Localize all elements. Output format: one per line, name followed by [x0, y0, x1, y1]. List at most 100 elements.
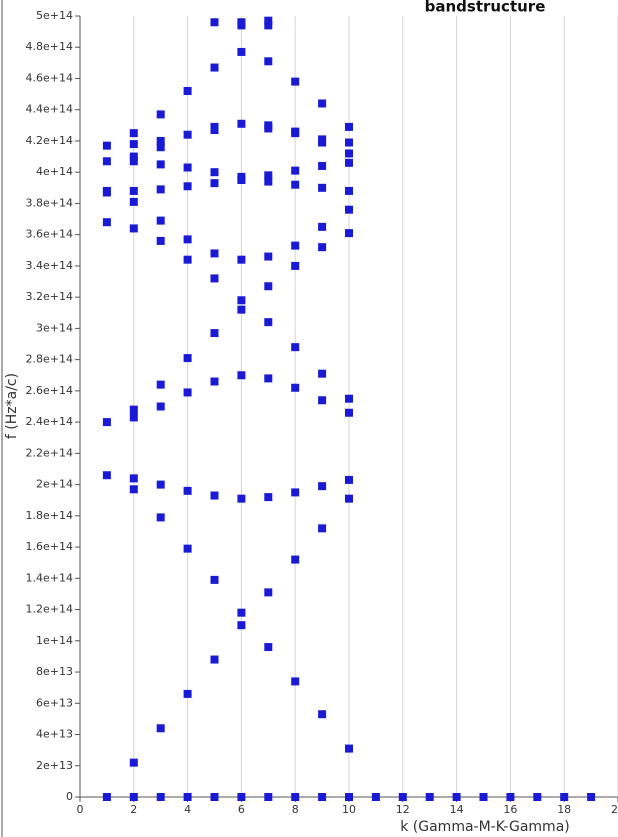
point [156, 185, 165, 194]
point [210, 655, 219, 664]
y-tick-label: 4.8e+14 [26, 40, 73, 53]
point [264, 16, 273, 25]
y-tick-label: 8e+13 [36, 665, 73, 678]
point [102, 471, 111, 480]
point [318, 222, 327, 231]
point [506, 793, 515, 801]
point [156, 143, 165, 152]
y-tick-label: 2.8e+14 [26, 353, 73, 366]
point [264, 282, 273, 291]
x-tick-label: 0 [77, 803, 84, 816]
point [237, 176, 246, 185]
point [479, 793, 488, 801]
point [156, 160, 165, 169]
point [345, 408, 353, 417]
point [156, 793, 165, 801]
point [129, 224, 138, 233]
point [291, 555, 300, 564]
point [237, 608, 246, 617]
point [318, 138, 327, 147]
point [345, 793, 353, 801]
point [237, 371, 246, 380]
point [237, 119, 246, 128]
point [129, 758, 138, 767]
point [183, 130, 192, 139]
point [291, 488, 300, 497]
point [291, 261, 300, 270]
point [291, 77, 300, 86]
point [264, 588, 273, 597]
point [264, 374, 273, 383]
y-tick-label: 4.2e+14 [26, 134, 73, 147]
point [237, 494, 246, 503]
point [210, 249, 219, 258]
point [318, 482, 327, 491]
point [264, 252, 273, 261]
point [345, 149, 353, 158]
point [183, 544, 192, 553]
point [291, 180, 300, 189]
point [183, 235, 192, 244]
y-axis-label: f (Hz*a/c) [4, 373, 20, 439]
point [291, 793, 300, 801]
point [210, 329, 219, 338]
x-tick-label: 10 [342, 803, 356, 816]
point [129, 474, 138, 483]
y-tick-label: 4.6e+14 [26, 71, 73, 84]
y-tick-label: 2e+13 [36, 759, 73, 772]
point [318, 793, 327, 801]
point [345, 394, 353, 403]
point [210, 168, 219, 177]
point [210, 63, 219, 72]
point [210, 491, 219, 500]
point [291, 383, 300, 392]
point [318, 161, 327, 170]
point [533, 793, 542, 801]
point [398, 793, 407, 801]
point [291, 343, 300, 352]
x-tick-label: 8 [292, 803, 299, 816]
y-tick-label: 3.6e+14 [26, 228, 73, 241]
point [183, 354, 192, 363]
point [345, 158, 353, 167]
point [425, 793, 434, 801]
point [291, 241, 300, 250]
point [156, 136, 165, 145]
point [156, 480, 165, 489]
point [264, 57, 273, 66]
point [129, 140, 138, 149]
point [129, 152, 138, 161]
point [210, 274, 219, 283]
point [129, 793, 138, 801]
x-tick-label: 20 [611, 803, 618, 816]
point [183, 163, 192, 172]
point [264, 318, 273, 327]
x-tick-label: 2 [130, 803, 137, 816]
point [102, 793, 111, 801]
y-tick-label: 1.2e+14 [26, 603, 73, 616]
point [237, 21, 246, 30]
point [156, 216, 165, 225]
y-tick-label: 1.8e+14 [26, 509, 73, 522]
point [345, 494, 353, 503]
point [210, 126, 219, 135]
y-tick-label: 3.8e+14 [26, 196, 73, 209]
point [183, 255, 192, 264]
point [183, 689, 192, 698]
point [345, 475, 353, 484]
point [102, 157, 111, 166]
point [102, 418, 111, 427]
point [452, 793, 461, 801]
point [345, 138, 353, 147]
x-tick-label: 16 [503, 803, 517, 816]
y-tick-label: 0 [66, 790, 73, 803]
x-tick-label: 12 [396, 803, 410, 816]
point [345, 122, 353, 131]
point [210, 793, 219, 801]
point [264, 124, 273, 133]
point [102, 188, 111, 197]
y-tick-label: 3.4e+14 [26, 259, 73, 272]
point [264, 493, 273, 502]
